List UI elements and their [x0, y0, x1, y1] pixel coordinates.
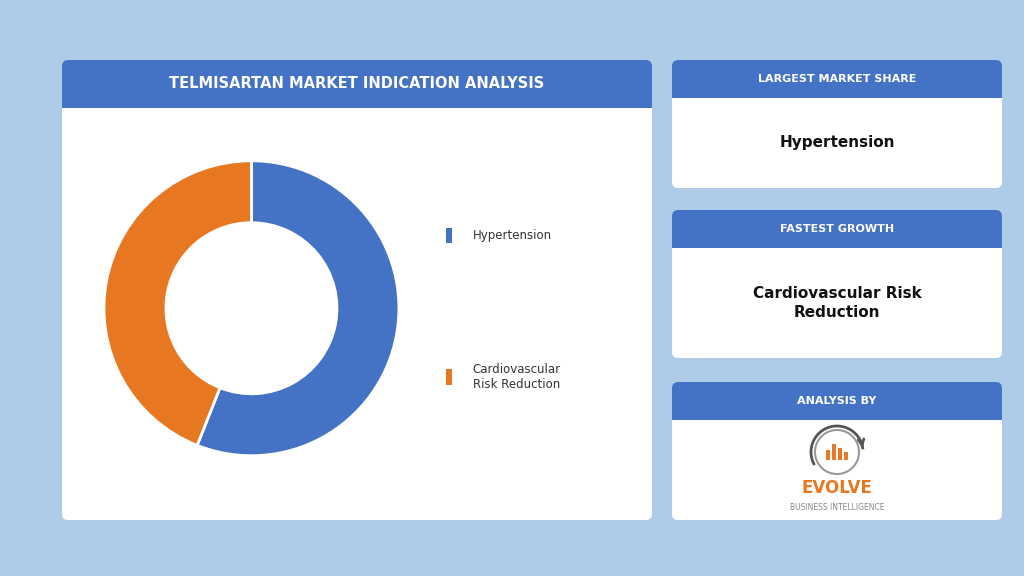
Bar — [672, 401, 1002, 420]
Text: EVOLVE: EVOLVE — [802, 479, 872, 497]
Circle shape — [166, 223, 337, 394]
Bar — [62, 84, 652, 108]
FancyBboxPatch shape — [672, 382, 1002, 420]
Text: TELMISARTAN MARKET INDICATION ANALYSIS: TELMISARTAN MARKET INDICATION ANALYSIS — [169, 77, 545, 92]
FancyBboxPatch shape — [672, 210, 1002, 358]
Text: BUSINESS INTELLIGENCE: BUSINESS INTELLIGENCE — [790, 503, 885, 513]
FancyBboxPatch shape — [62, 60, 652, 108]
Text: FASTEST GROWTH: FASTEST GROWTH — [780, 224, 894, 234]
Text: ANALYSIS BY: ANALYSIS BY — [798, 396, 877, 406]
Bar — [831, 444, 836, 460]
Bar — [446, 228, 452, 244]
FancyBboxPatch shape — [672, 60, 1002, 98]
Wedge shape — [104, 161, 252, 445]
Text: Cardiovascular Risk
Reduction: Cardiovascular Risk Reduction — [753, 286, 922, 320]
FancyBboxPatch shape — [672, 210, 1002, 248]
Bar — [446, 369, 452, 385]
Bar — [672, 229, 1002, 248]
Text: Cardiovascular
Risk Reduction: Cardiovascular Risk Reduction — [473, 363, 561, 391]
Text: LARGEST MARKET SHARE: LARGEST MARKET SHARE — [758, 74, 916, 84]
Text: Hypertension: Hypertension — [473, 229, 552, 242]
FancyBboxPatch shape — [672, 382, 1002, 520]
Text: 56%: 56% — [271, 314, 314, 332]
Bar — [844, 452, 848, 460]
Bar — [672, 79, 1002, 98]
Wedge shape — [198, 161, 399, 456]
FancyBboxPatch shape — [62, 60, 652, 520]
FancyBboxPatch shape — [672, 60, 1002, 188]
Text: Hypertension: Hypertension — [779, 135, 895, 150]
Bar — [838, 448, 842, 460]
Bar — [826, 450, 830, 460]
